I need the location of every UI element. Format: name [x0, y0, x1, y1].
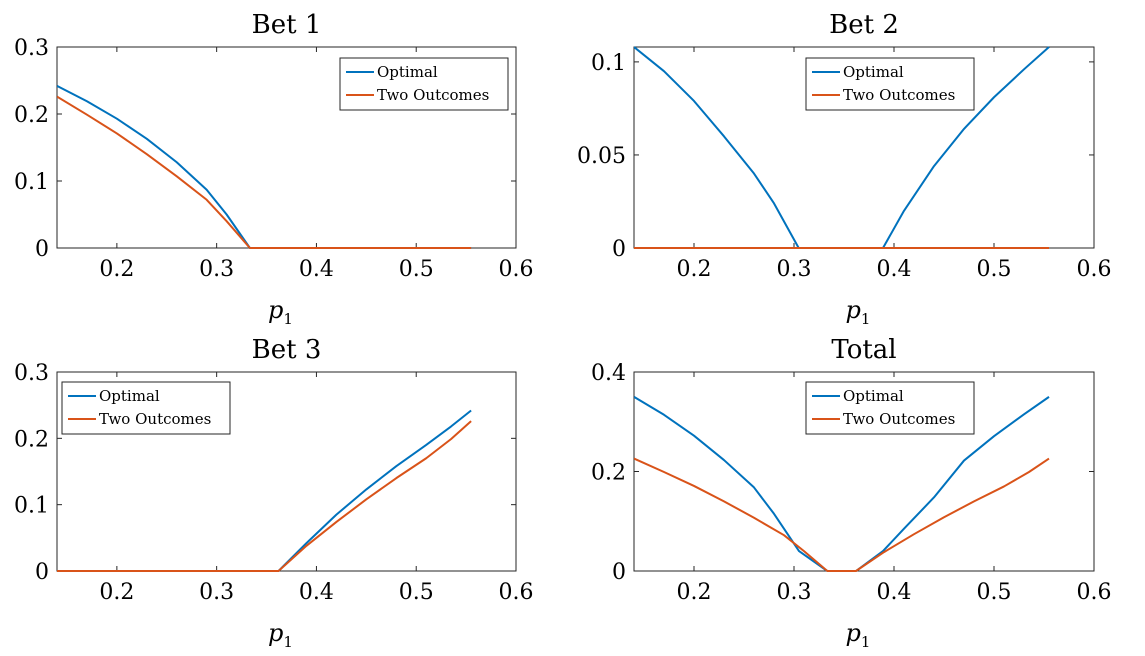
x-axis-label-main: p	[268, 296, 283, 324]
legend-label: Optimal	[377, 63, 438, 81]
x-axis-label: p1	[846, 619, 871, 651]
x-tick-label: 0.3	[777, 580, 812, 605]
x-tick-label: 0.3	[199, 580, 234, 605]
y-tick-label: 0.4	[591, 361, 626, 386]
x-axis-label-main: p	[268, 619, 283, 647]
x-axis-label-subscript: 1	[861, 633, 871, 651]
chart-title: Bet 1	[252, 10, 322, 40]
x-axis-label-subscript: 1	[283, 633, 293, 651]
y-tick-label: 0.3	[14, 361, 49, 386]
x-axis-label: p1	[268, 296, 293, 328]
x-tick-label: 0.6	[499, 580, 534, 605]
legend-label: Optimal	[843, 63, 904, 81]
legend: Optimal Two Outcomes	[805, 381, 975, 435]
x-tick-label: 0.4	[299, 257, 334, 282]
x-tick-label: 0.5	[977, 580, 1012, 605]
x-axis-label-subscript: 1	[861, 310, 871, 328]
chart-title: Total	[831, 335, 896, 365]
y-tick-label: 0.2	[591, 461, 626, 486]
x-axis-label: p1	[846, 296, 871, 328]
x-axis-label-main: p	[846, 619, 861, 647]
y-tick-label: 0.05	[577, 144, 626, 169]
y-tick-label: 0.1	[591, 51, 626, 76]
legend: Optimal Two Outcomes	[805, 57, 975, 111]
x-tick-label: 0.6	[499, 257, 534, 282]
y-tick-label: 0.3	[14, 36, 49, 61]
x-tick-label: 0.2	[677, 257, 712, 282]
x-tick-label: 0.3	[777, 257, 812, 282]
series-line-optimal	[57, 409, 472, 572]
x-tick-label: 0.2	[99, 257, 134, 282]
x-tick-label: 0.6	[1077, 257, 1112, 282]
legend-box	[805, 57, 975, 111]
legend-label: Optimal	[843, 387, 904, 405]
x-tick-label: 0.4	[299, 580, 334, 605]
x-tick-label: 0.6	[1077, 580, 1112, 605]
series-line-two-outcomes	[57, 95, 472, 249]
legend-label: Two Outcomes	[99, 410, 211, 428]
x-tick-label: 0.3	[199, 257, 234, 282]
subplot-1: Bet 1 0.2 0.3 0.4 0.5 0.6 0 0.1 0.2 0.3 p1 Optimal T…	[14, 10, 534, 328]
legend-box	[339, 57, 509, 111]
y-tick-label: 0.1	[14, 494, 49, 519]
x-tick-label: 0.4	[877, 257, 912, 282]
chart-title: Bet 3	[252, 335, 322, 365]
y-tick-label: 0	[612, 237, 626, 262]
y-tick-label: 0.1	[14, 170, 49, 195]
legend-label: Two Outcomes	[843, 86, 955, 104]
axes-box	[56, 371, 517, 572]
y-tick-label: 0	[35, 560, 49, 585]
x-tick-label: 0.2	[99, 580, 134, 605]
chart-title: Bet 2	[829, 10, 899, 40]
y-tick-label: 0.2	[14, 427, 49, 452]
y-tick-label: 0	[612, 560, 626, 585]
x-tick-label: 0.5	[977, 257, 1012, 282]
legend: Optimal Two Outcomes	[61, 381, 231, 435]
series-line-two-outcomes	[57, 420, 472, 572]
x-tick-label: 0.2	[677, 580, 712, 605]
legend: Optimal Two Outcomes	[339, 57, 509, 111]
series-line-optimal	[57, 84, 472, 249]
x-axis-label-subscript: 1	[283, 310, 293, 328]
x-tick-label: 0.5	[399, 257, 434, 282]
legend-box	[805, 381, 975, 435]
y-tick-label: 0.2	[14, 103, 49, 128]
series-line-two-outcomes	[634, 457, 1050, 572]
x-axis-label-main: p	[846, 296, 861, 324]
legend-label: Two Outcomes	[843, 410, 955, 428]
y-tick-label: 0	[35, 237, 49, 262]
legend-box	[61, 381, 231, 435]
x-tick-label: 0.5	[399, 580, 434, 605]
subplot-2: Bet 2 0.2 0.3 0.4 0.5 0.6 0 0.05 0.1 p1 Optimal Two…	[577, 10, 1111, 328]
legend-label: Optimal	[99, 387, 160, 405]
x-tick-label: 0.4	[877, 580, 912, 605]
subplot-3: Bet 3 0.2 0.3 0.4 0.5 0.6 0 0.1 0.2 0.3 p1 Optimal T…	[14, 335, 534, 651]
legend-label: Two Outcomes	[377, 86, 489, 104]
x-axis-label: p1	[268, 619, 293, 651]
